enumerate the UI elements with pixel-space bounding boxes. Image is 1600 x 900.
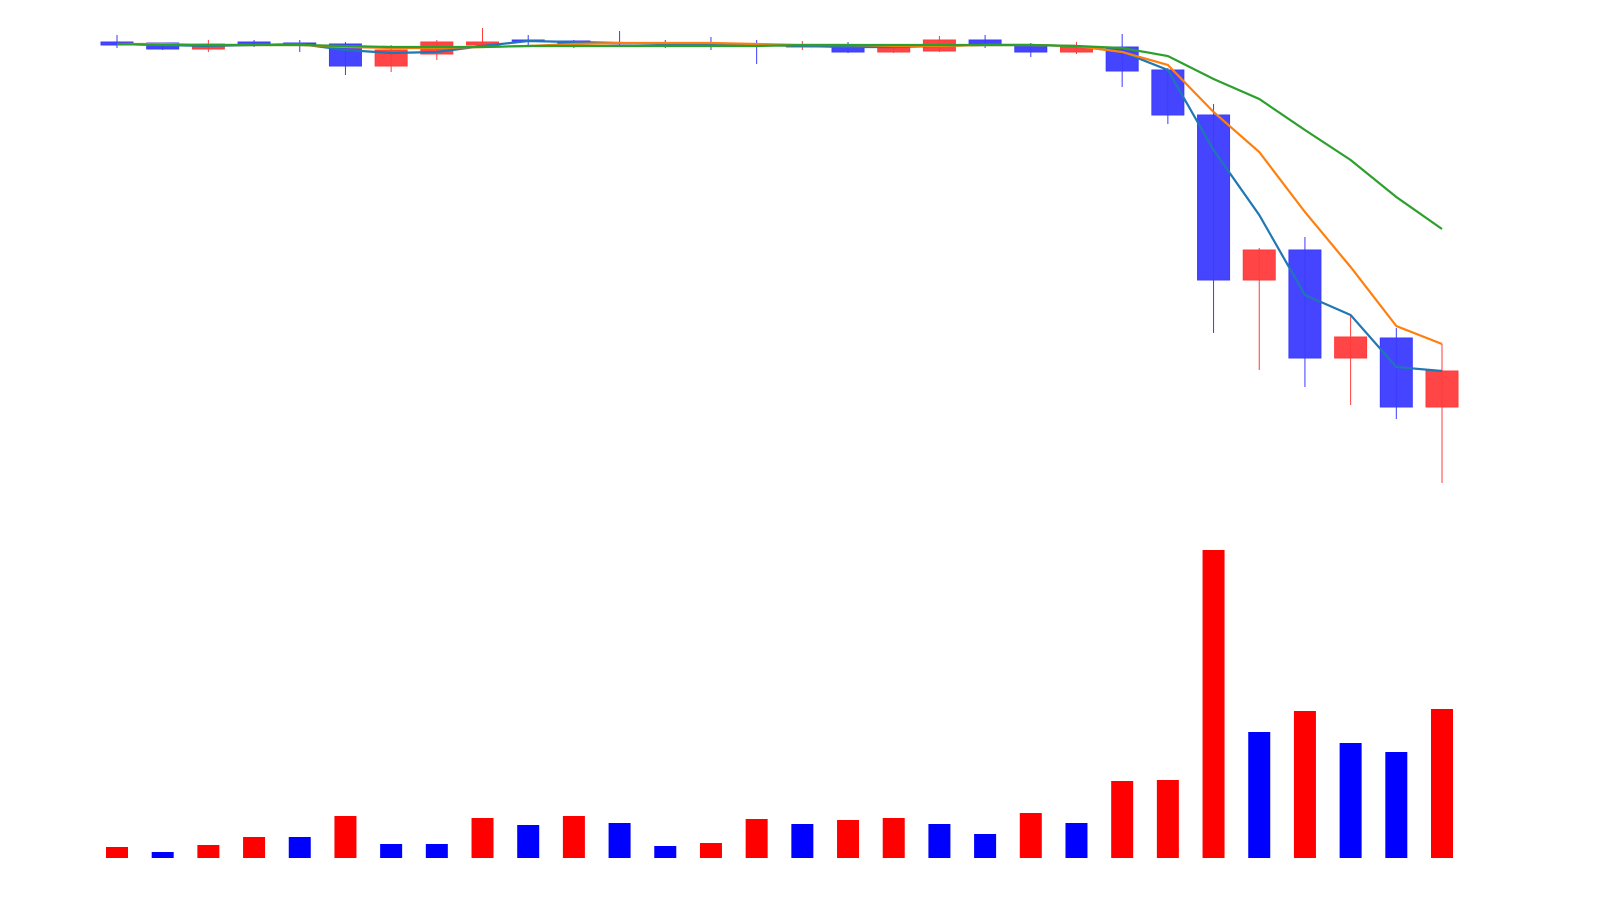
candle-body <box>1379 337 1413 408</box>
volume-bar <box>1065 823 1088 858</box>
candle-body <box>1288 249 1322 359</box>
moving-average-line <box>116 39 1443 373</box>
volume-bar <box>288 837 311 858</box>
volume-bar <box>928 824 951 858</box>
candle-body <box>1242 249 1276 281</box>
volume-bar <box>1248 732 1271 858</box>
volume-bar <box>562 816 585 858</box>
volume-bar <box>1293 711 1316 858</box>
candle-body <box>374 49 408 67</box>
volume-bar <box>608 823 631 858</box>
volume-bar <box>882 818 905 858</box>
candle-body <box>1425 370 1459 408</box>
volume-bar <box>654 846 677 858</box>
volume-bar <box>106 847 128 858</box>
moving-average-line <box>116 42 1443 230</box>
volume-bar <box>1431 709 1453 858</box>
volume-bar <box>425 844 448 858</box>
volume-bar <box>1111 781 1134 858</box>
volume-bar <box>197 845 220 858</box>
volume-bar <box>517 825 540 858</box>
volume-bar <box>1385 752 1408 858</box>
volume-bar <box>699 843 722 858</box>
volume-bar <box>471 818 494 858</box>
candle-body <box>1334 336 1368 359</box>
volume-bar <box>1339 743 1362 858</box>
volume-bar <box>334 816 357 858</box>
candle-body <box>1197 114 1231 281</box>
volume-bar <box>837 820 860 858</box>
volume-bar <box>791 824 814 858</box>
volume-bar <box>745 819 768 858</box>
volume-bar <box>151 852 174 858</box>
volume-bar <box>380 844 403 858</box>
volume-bar <box>974 834 997 858</box>
volume-bar <box>1202 550 1225 858</box>
volume-bar <box>1156 780 1179 858</box>
volume-bar <box>1019 813 1042 858</box>
volume-bar <box>243 837 266 858</box>
